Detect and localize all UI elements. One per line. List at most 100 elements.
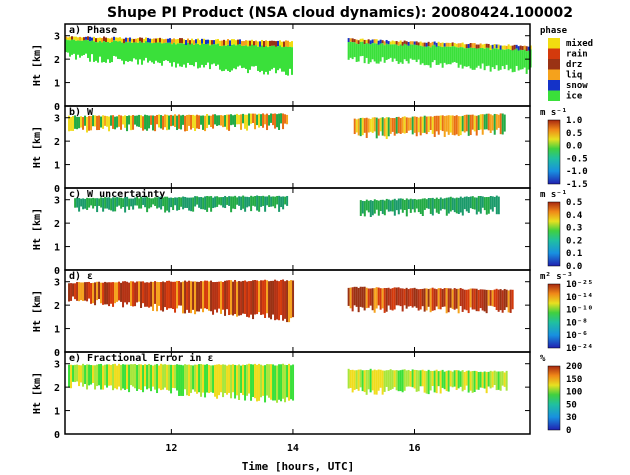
cloud-column — [186, 281, 189, 310]
cloud-column — [256, 195, 259, 211]
cloud-segment — [353, 113, 506, 139]
phase-column-top — [191, 38, 193, 44]
phase-column-top — [405, 41, 408, 45]
cloud-column — [194, 281, 197, 315]
cloud-column — [190, 114, 193, 130]
phase-column-top — [111, 37, 113, 43]
phase-column-top — [363, 39, 366, 45]
phase-column-ice — [225, 45, 227, 70]
phase-column-ice — [87, 40, 89, 58]
phase-column-ice — [479, 47, 482, 69]
cloud-column — [262, 113, 265, 128]
phase-column-ice — [139, 41, 141, 60]
cloud-column — [182, 281, 185, 314]
cloud-column — [158, 196, 161, 208]
phase-column-ice — [509, 49, 512, 69]
cloud-column — [493, 289, 496, 307]
cloud-column — [182, 196, 185, 210]
cloud-column — [116, 365, 119, 390]
cloud-column — [284, 364, 287, 403]
cloud-column — [172, 115, 175, 126]
cloud-column — [108, 282, 111, 307]
phase-column-top — [505, 45, 508, 50]
cloud-column — [282, 363, 285, 399]
cloud-column — [347, 287, 350, 306]
phase-column-top — [489, 45, 492, 51]
cloud-column — [136, 196, 139, 206]
phase-column-ice — [281, 47, 283, 72]
phase-column-top — [131, 38, 133, 43]
cloud-column — [254, 280, 257, 315]
y-tick-label: 2 — [54, 55, 60, 66]
phase-column-top — [513, 44, 516, 50]
cloud-column — [76, 197, 79, 208]
cloud-column — [268, 281, 271, 318]
cloud-column — [84, 365, 87, 384]
y-tick-label: 2 — [54, 219, 60, 230]
cloud-column — [443, 288, 446, 307]
cloud-column — [272, 280, 275, 315]
cloud-column — [467, 114, 470, 136]
cloud-column — [132, 364, 135, 387]
phase-column-top — [375, 39, 378, 44]
phase-column-ice — [493, 48, 496, 70]
cloud-column — [208, 281, 211, 311]
cloud-column — [453, 198, 456, 213]
cloud-column — [206, 364, 209, 393]
cloud-column — [367, 118, 370, 133]
cloud-column — [130, 364, 133, 386]
cloud-column — [98, 115, 101, 131]
cloud-column — [244, 114, 247, 129]
phase-column-ice — [247, 46, 249, 74]
cloud-column — [238, 281, 241, 316]
cloud-column — [419, 199, 422, 214]
cloud-column — [258, 281, 261, 313]
phase-column-top — [491, 44, 494, 49]
cloud-column — [441, 198, 444, 209]
cloud-column — [411, 288, 414, 308]
cloud-column — [170, 364, 173, 394]
cloud-column — [409, 198, 412, 213]
cloud-column — [465, 114, 468, 132]
phase-column-top — [443, 43, 446, 47]
phase-column-ice — [455, 47, 458, 63]
cloud-column — [74, 364, 77, 383]
phase-column-ice — [169, 42, 171, 63]
cloud-column — [483, 114, 486, 130]
phase-column-top — [217, 38, 219, 44]
phase-column-top — [269, 40, 271, 47]
cloud-column — [373, 199, 376, 214]
phase-column-top — [357, 40, 360, 45]
cloud-column — [355, 370, 358, 389]
cloud-column — [397, 287, 400, 306]
cloud-column — [210, 196, 213, 212]
phase-column-ice — [95, 42, 97, 61]
cloud-column — [228, 280, 231, 316]
cloud-column — [383, 200, 386, 216]
cloud-column — [102, 115, 105, 129]
phase-column-top — [241, 41, 243, 46]
phase-column-ice — [387, 44, 390, 60]
phase-column-top — [281, 41, 283, 48]
cloud-column — [254, 196, 257, 207]
cloud-column — [172, 281, 175, 310]
cloud-column — [477, 196, 480, 212]
cloud-column — [439, 288, 442, 310]
phase-column-ice — [243, 45, 245, 68]
phase-column-top — [205, 39, 207, 45]
cloud-column — [401, 288, 404, 312]
phase-column-ice — [181, 43, 183, 67]
cloud-column — [256, 364, 259, 402]
cloud-column — [359, 369, 362, 388]
y-tick-label: 2 — [54, 301, 60, 312]
cloud-column — [162, 281, 165, 312]
phase-column-top — [423, 42, 426, 47]
cloud-column — [483, 197, 486, 211]
cloud-column — [192, 281, 195, 310]
phase-column-top — [385, 39, 388, 44]
phase-column-top — [353, 39, 356, 43]
cloud-column — [272, 196, 275, 207]
legend-swatch — [548, 69, 560, 80]
phase-column-ice — [199, 45, 201, 68]
colorbar-tick-label: 10⁻⁶ — [566, 331, 588, 341]
